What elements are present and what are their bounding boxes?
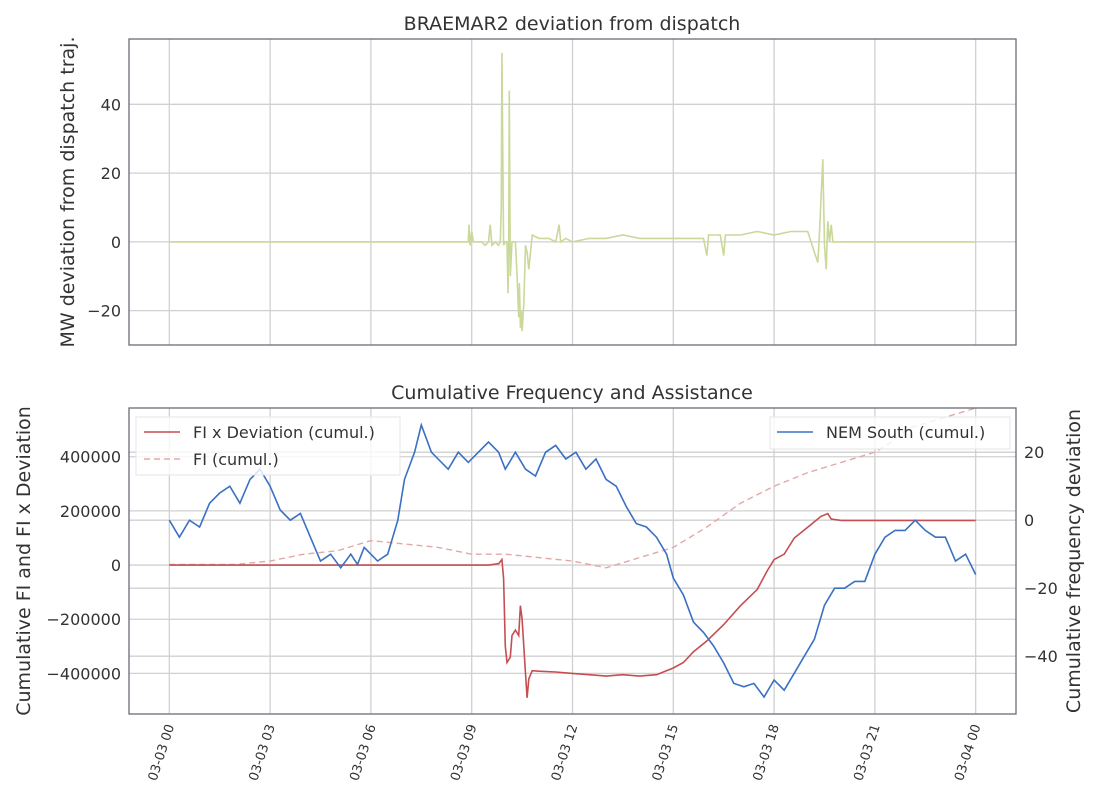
chart-cumulative-yticks-right: −40 −20 0 20	[1024, 443, 1058, 666]
series-line-fi-x-deviation	[169, 512, 976, 698]
chart-cumulative-ylabel-right: Cumulative frequency deviation	[1063, 409, 1085, 713]
ytick-label-top-2: 20	[101, 164, 121, 183]
xtick-label-1: 03-03 03	[247, 723, 279, 783]
chart-cumulative-ylabel-left: Cumulative FI and FI x Deviation	[13, 406, 35, 716]
series-line-fi	[169, 407, 976, 569]
xtick-label-8: 03-04 00	[952, 723, 984, 783]
ytick-label-right-0: −40	[1024, 647, 1058, 666]
xtick-label-5: 03-03 15	[650, 723, 682, 783]
chart-cumulative: Cumulative Frequency and Assistance −400…	[13, 382, 1085, 783]
xtick-label-6: 03-03 18	[751, 723, 783, 783]
legend-right-box	[769, 416, 1011, 450]
legend-left-box	[135, 416, 401, 476]
ytick-label-left-1: −200000	[47, 610, 121, 629]
chart-cumulative-title: Cumulative Frequency and Assistance	[391, 382, 753, 404]
ytick-label-left-4: 400000	[60, 448, 121, 467]
ytick-label-right-3: 20	[1024, 443, 1044, 462]
ytick-label-right-2: 0	[1024, 511, 1034, 530]
ytick-label-right-1: −20	[1024, 579, 1058, 598]
chart-deviation-ylabel: MW deviation from dispatch traj.	[57, 37, 79, 348]
chart-deviation-frame	[128, 38, 1017, 346]
ytick-label-left-3: 200000	[60, 502, 121, 521]
legend-right: NEM South (cumul.)	[769, 416, 1011, 450]
series-line-deviation	[169, 52, 976, 332]
legend-left: FI x Deviation (cumul.) FI (cumul.)	[135, 416, 401, 476]
chart-deviation-series	[169, 52, 976, 332]
ytick-label-left-0: −400000	[47, 664, 121, 683]
xtick-label-0: 03-03 00	[146, 723, 178, 783]
chart-cumulative-yticks-left: −400000 −200000 0 200000 400000	[47, 448, 121, 684]
chart-deviation-title: BRAEMAR2 deviation from dispatch	[404, 13, 741, 35]
ytick-label-top-3: 40	[101, 95, 121, 114]
xtick-label-2: 03-03 06	[347, 723, 379, 783]
ytick-label-top-0: −20	[87, 302, 121, 321]
ytick-label-top-1: 0	[111, 233, 121, 252]
xtick-label-7: 03-03 21	[851, 723, 883, 783]
legend-label-nem: NEM South (cumul.)	[826, 423, 985, 442]
legend-label-fi-x-dev: FI x Deviation (cumul.)	[193, 423, 375, 442]
chart-deviation-yticks: −20 0 20 40	[87, 95, 121, 320]
chart-deviation-grid	[129, 39, 1016, 345]
xtick-label-4: 03-03 12	[549, 723, 581, 783]
legend-label-fi: FI (cumul.)	[193, 450, 279, 469]
chart-deviation: BRAEMAR2 deviation from dispatch −20 0 20 4…	[57, 13, 1017, 348]
chart-cumulative-series	[168, 407, 977, 699]
ytick-label-left-2: 0	[111, 556, 121, 575]
chart-cumulative-xticks: 03-03 00 03-03 03 03-03 06 03-03 09 03-03 12…	[146, 723, 985, 783]
series-line-nem-south	[168, 422, 977, 699]
xtick-label-3: 03-03 09	[448, 723, 480, 783]
chart-cumulative-frame	[128, 407, 1017, 715]
